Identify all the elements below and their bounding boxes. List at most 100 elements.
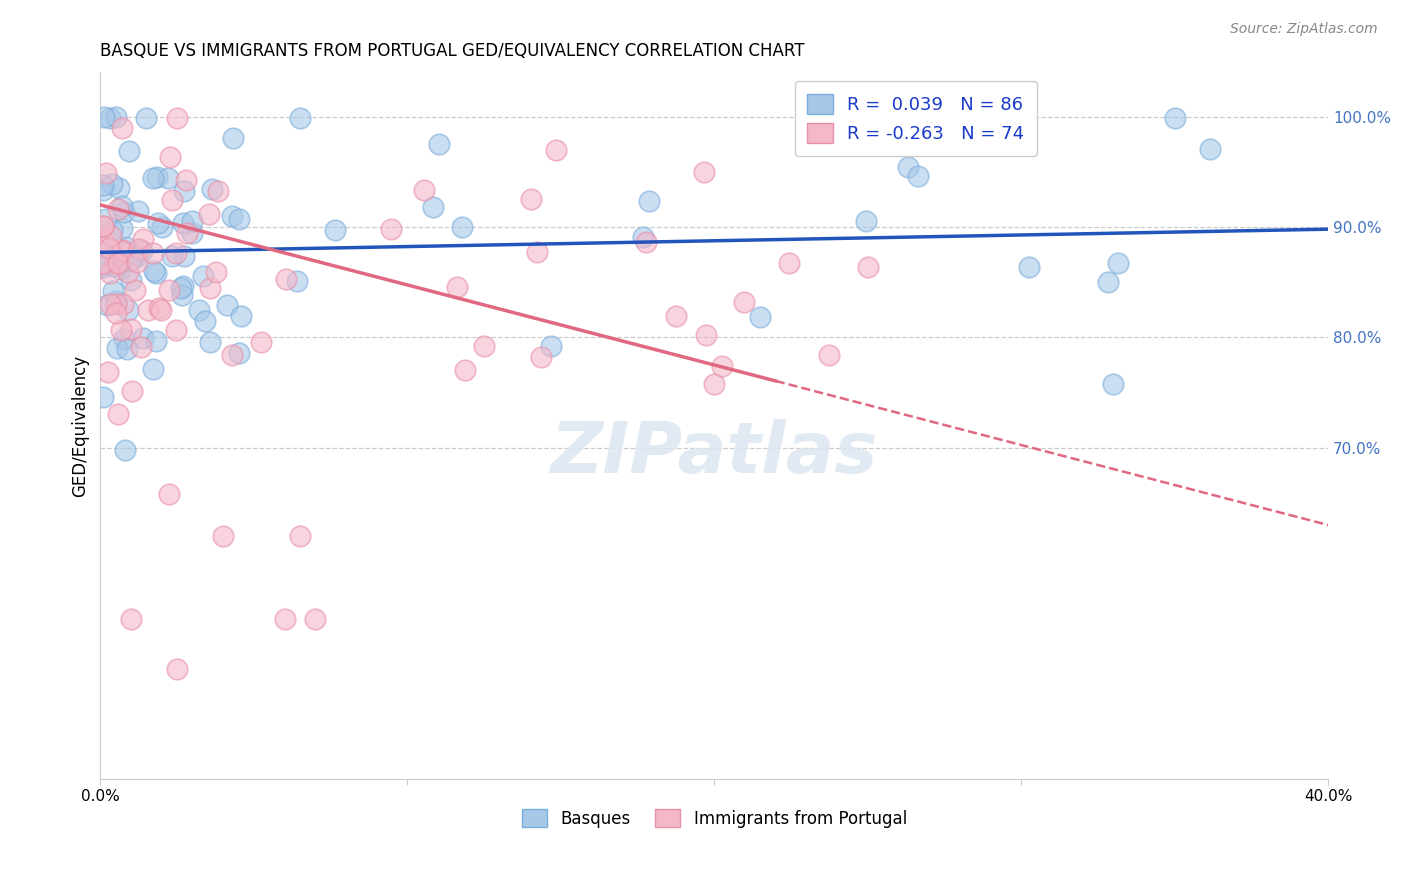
Point — [1102, 376, 1125, 391]
Point — [530, 350, 553, 364]
Point — [159, 151, 181, 165]
Point — [145, 266, 167, 280]
Point — [172, 278, 194, 293]
Point — [127, 255, 149, 269]
Point — [104, 294, 127, 309]
Point — [304, 612, 326, 626]
Point — [94, 166, 117, 180]
Point — [111, 243, 134, 257]
Point — [221, 209, 243, 223]
Point — [221, 348, 243, 362]
Point — [193, 268, 215, 283]
Point — [108, 181, 131, 195]
Point — [162, 193, 184, 207]
Point — [198, 207, 221, 221]
Point — [114, 442, 136, 457]
Point — [165, 323, 187, 337]
Point — [198, 281, 221, 295]
Point — [166, 661, 188, 675]
Text: BASQUE VS IMMIGRANTS FROM PORTUGAL GED/EQUIVALENCY CORRELATION CHART: BASQUE VS IMMIGRANTS FROM PORTUGAL GED/E… — [100, 42, 804, 60]
Text: ZIPatlas: ZIPatlas — [551, 419, 877, 489]
Point — [107, 407, 129, 421]
Point — [142, 264, 165, 278]
Point — [104, 297, 127, 311]
Point — [665, 309, 688, 323]
Point — [112, 332, 135, 346]
Point — [231, 309, 253, 323]
Point — [180, 227, 202, 241]
Point — [288, 111, 311, 125]
Point — [148, 301, 170, 315]
Point — [165, 245, 187, 260]
Point — [1012, 121, 1035, 136]
Point — [778, 256, 800, 270]
Point — [142, 245, 165, 260]
Point — [93, 219, 115, 233]
Point — [111, 120, 134, 135]
Point — [215, 298, 238, 312]
Point — [170, 288, 193, 302]
Point — [193, 314, 215, 328]
Point — [288, 529, 311, 543]
Point — [176, 226, 198, 240]
Point — [710, 359, 733, 374]
Point — [897, 160, 920, 174]
Point — [93, 110, 115, 124]
Point — [1107, 256, 1129, 270]
Point — [148, 216, 170, 230]
Point — [422, 200, 444, 214]
Point — [855, 214, 877, 228]
Point — [98, 111, 121, 125]
Point — [132, 232, 155, 246]
Point — [446, 279, 468, 293]
Point — [93, 390, 115, 404]
Point — [98, 241, 121, 255]
Point — [222, 131, 245, 145]
Point — [97, 365, 120, 379]
Point — [136, 302, 159, 317]
Point — [129, 340, 152, 354]
Point — [250, 334, 273, 349]
Point — [631, 230, 654, 244]
Point — [111, 221, 134, 235]
Point — [107, 202, 129, 216]
Point — [110, 323, 132, 337]
Point — [1163, 111, 1185, 125]
Point — [323, 223, 346, 237]
Point — [228, 345, 250, 359]
Point — [111, 297, 134, 311]
Point — [117, 265, 139, 279]
Point — [427, 136, 450, 151]
Point — [111, 199, 134, 213]
Point — [228, 211, 250, 226]
Point — [173, 249, 195, 263]
Point — [979, 111, 1001, 125]
Point — [145, 334, 167, 348]
Point — [105, 111, 128, 125]
Point — [212, 529, 235, 543]
Point — [1199, 142, 1222, 156]
Point — [101, 259, 124, 273]
Point — [157, 170, 180, 185]
Point — [380, 222, 402, 236]
Point — [170, 281, 193, 295]
Point — [733, 294, 755, 309]
Point — [94, 211, 117, 226]
Point — [142, 362, 165, 376]
Point — [107, 256, 129, 270]
Point — [93, 260, 115, 275]
Point — [118, 144, 141, 158]
Point — [285, 274, 308, 288]
Point — [128, 242, 150, 256]
Point — [454, 362, 477, 376]
Point — [120, 273, 142, 287]
Point — [93, 178, 115, 192]
Point — [101, 177, 124, 191]
Point — [198, 334, 221, 349]
Point — [749, 310, 772, 325]
Point — [98, 266, 121, 280]
Point — [274, 272, 297, 286]
Point — [180, 214, 202, 228]
Point — [93, 233, 115, 247]
Point — [98, 297, 121, 311]
